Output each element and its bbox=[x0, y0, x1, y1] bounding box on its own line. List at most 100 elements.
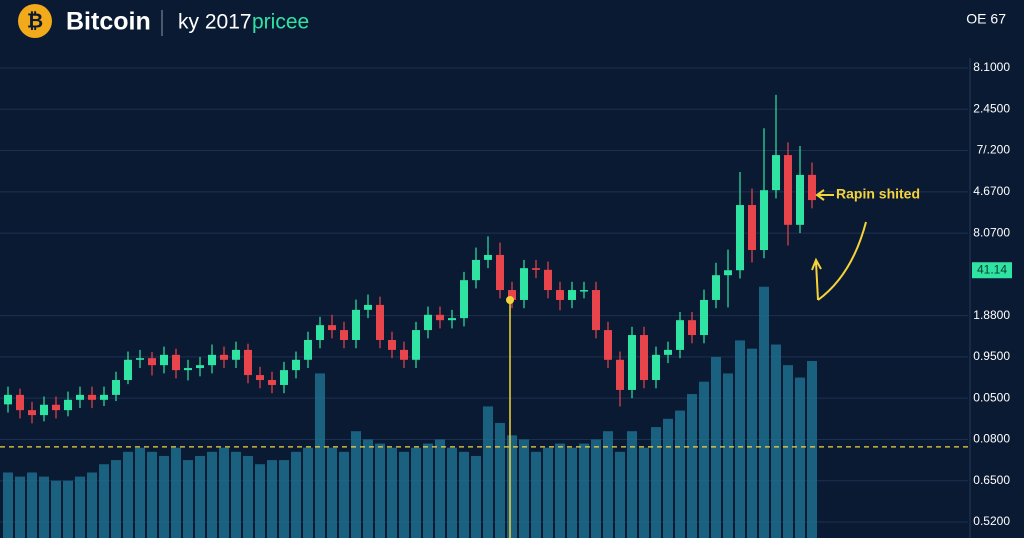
candle-body bbox=[64, 399, 72, 411]
candle-body bbox=[580, 290, 588, 292]
candle-body bbox=[664, 349, 672, 355]
volume-bar bbox=[183, 460, 193, 538]
volume-bar bbox=[39, 476, 49, 538]
volume-bar bbox=[639, 447, 649, 538]
volume-bar bbox=[231, 451, 241, 538]
y-tick-label: 0.0800 bbox=[973, 432, 1010, 446]
volume-bar bbox=[447, 447, 457, 538]
volume-bar bbox=[123, 451, 133, 538]
candle-body bbox=[220, 354, 228, 360]
volume-bar bbox=[303, 447, 313, 538]
volume-bar bbox=[627, 431, 637, 538]
volume-bar bbox=[243, 455, 253, 538]
volume-bar bbox=[171, 447, 181, 538]
volume-bar bbox=[723, 373, 733, 538]
candle-body bbox=[652, 354, 660, 381]
volume-bar bbox=[315, 373, 325, 538]
candle-body bbox=[400, 349, 408, 360]
candle-body bbox=[160, 354, 168, 366]
y-tick-label: 0.9500 bbox=[973, 349, 1010, 363]
candle-body bbox=[100, 394, 108, 400]
volume-bar bbox=[87, 472, 97, 538]
candle-body bbox=[748, 205, 756, 251]
volume-bar bbox=[327, 447, 337, 538]
volume-bar bbox=[3, 472, 13, 538]
y-tick-label: 2.4500 bbox=[973, 101, 1010, 115]
candle-body bbox=[412, 330, 420, 360]
volume-bar bbox=[375, 443, 385, 538]
y-tick-label: 4.6700 bbox=[973, 184, 1010, 198]
volume-bar bbox=[435, 439, 445, 538]
volume-bar bbox=[15, 476, 25, 538]
candle-body bbox=[460, 280, 468, 319]
candle-body bbox=[340, 330, 348, 340]
volume-bar bbox=[99, 464, 109, 538]
annotation: Rapin shited bbox=[836, 186, 920, 202]
volume-bar bbox=[267, 460, 277, 538]
candle-body bbox=[88, 394, 96, 400]
volume-bar bbox=[663, 418, 673, 538]
candle-body bbox=[496, 254, 504, 291]
volume-bar bbox=[555, 443, 565, 538]
annotation-arrow bbox=[815, 189, 834, 201]
candle-body bbox=[808, 174, 816, 201]
candle-body bbox=[592, 290, 600, 331]
volume-bar bbox=[591, 439, 601, 538]
crosshair-dot bbox=[506, 296, 514, 304]
volume-bar bbox=[519, 439, 529, 538]
candle-body bbox=[688, 320, 696, 336]
candle-body bbox=[784, 155, 792, 225]
grid bbox=[0, 67, 968, 523]
volume-bar bbox=[471, 455, 481, 538]
candle-body bbox=[376, 304, 384, 340]
volume-bar bbox=[159, 455, 169, 538]
subtitle-accent: pricee bbox=[252, 11, 309, 34]
candle-body bbox=[244, 349, 252, 376]
candle-body bbox=[616, 359, 624, 390]
y-tick-label: 8.1000 bbox=[973, 60, 1010, 74]
candle-body bbox=[364, 304, 372, 310]
candle-body bbox=[172, 354, 180, 371]
candle-body bbox=[436, 314, 444, 321]
corner-label: OE 67 bbox=[966, 11, 1006, 27]
candle-body bbox=[712, 275, 720, 300]
candle-body bbox=[28, 410, 36, 416]
volume-bar bbox=[339, 451, 349, 538]
volume-bar bbox=[483, 406, 493, 538]
candle-body bbox=[352, 309, 360, 340]
volume-bar bbox=[735, 340, 745, 538]
volume-bar bbox=[195, 455, 205, 538]
volume-bar bbox=[147, 451, 157, 538]
volume-bar bbox=[603, 431, 613, 538]
y-tick-label: 7/.200 bbox=[977, 143, 1011, 157]
candle-body bbox=[184, 368, 192, 371]
candle-body bbox=[16, 394, 24, 411]
y-tick-label: 0.5200 bbox=[973, 514, 1010, 528]
volume-bar bbox=[795, 377, 805, 538]
volume-bar bbox=[783, 365, 793, 538]
price-tag bbox=[972, 262, 1012, 279]
volume-bar bbox=[459, 451, 469, 538]
candle-body bbox=[388, 339, 396, 350]
volume-layer bbox=[3, 286, 817, 538]
candle-body bbox=[544, 269, 552, 291]
candle-body bbox=[604, 330, 612, 360]
candle-body bbox=[568, 290, 576, 300]
y-tick-label: 8.0700 bbox=[973, 225, 1010, 239]
volume-bar bbox=[651, 427, 661, 538]
logo bbox=[18, 4, 52, 38]
chart-title: Bitcoin bbox=[66, 8, 151, 36]
volume-bar bbox=[27, 472, 37, 538]
candle-body bbox=[556, 290, 564, 300]
candle-body bbox=[724, 270, 732, 276]
volume-bar bbox=[747, 348, 757, 538]
candle-body bbox=[208, 354, 216, 366]
volume-bar bbox=[615, 451, 625, 538]
candle-body bbox=[676, 320, 684, 350]
candle-body bbox=[76, 394, 84, 400]
volume-bar bbox=[207, 451, 217, 538]
candle-body bbox=[640, 335, 648, 381]
volume-bar bbox=[495, 422, 505, 538]
